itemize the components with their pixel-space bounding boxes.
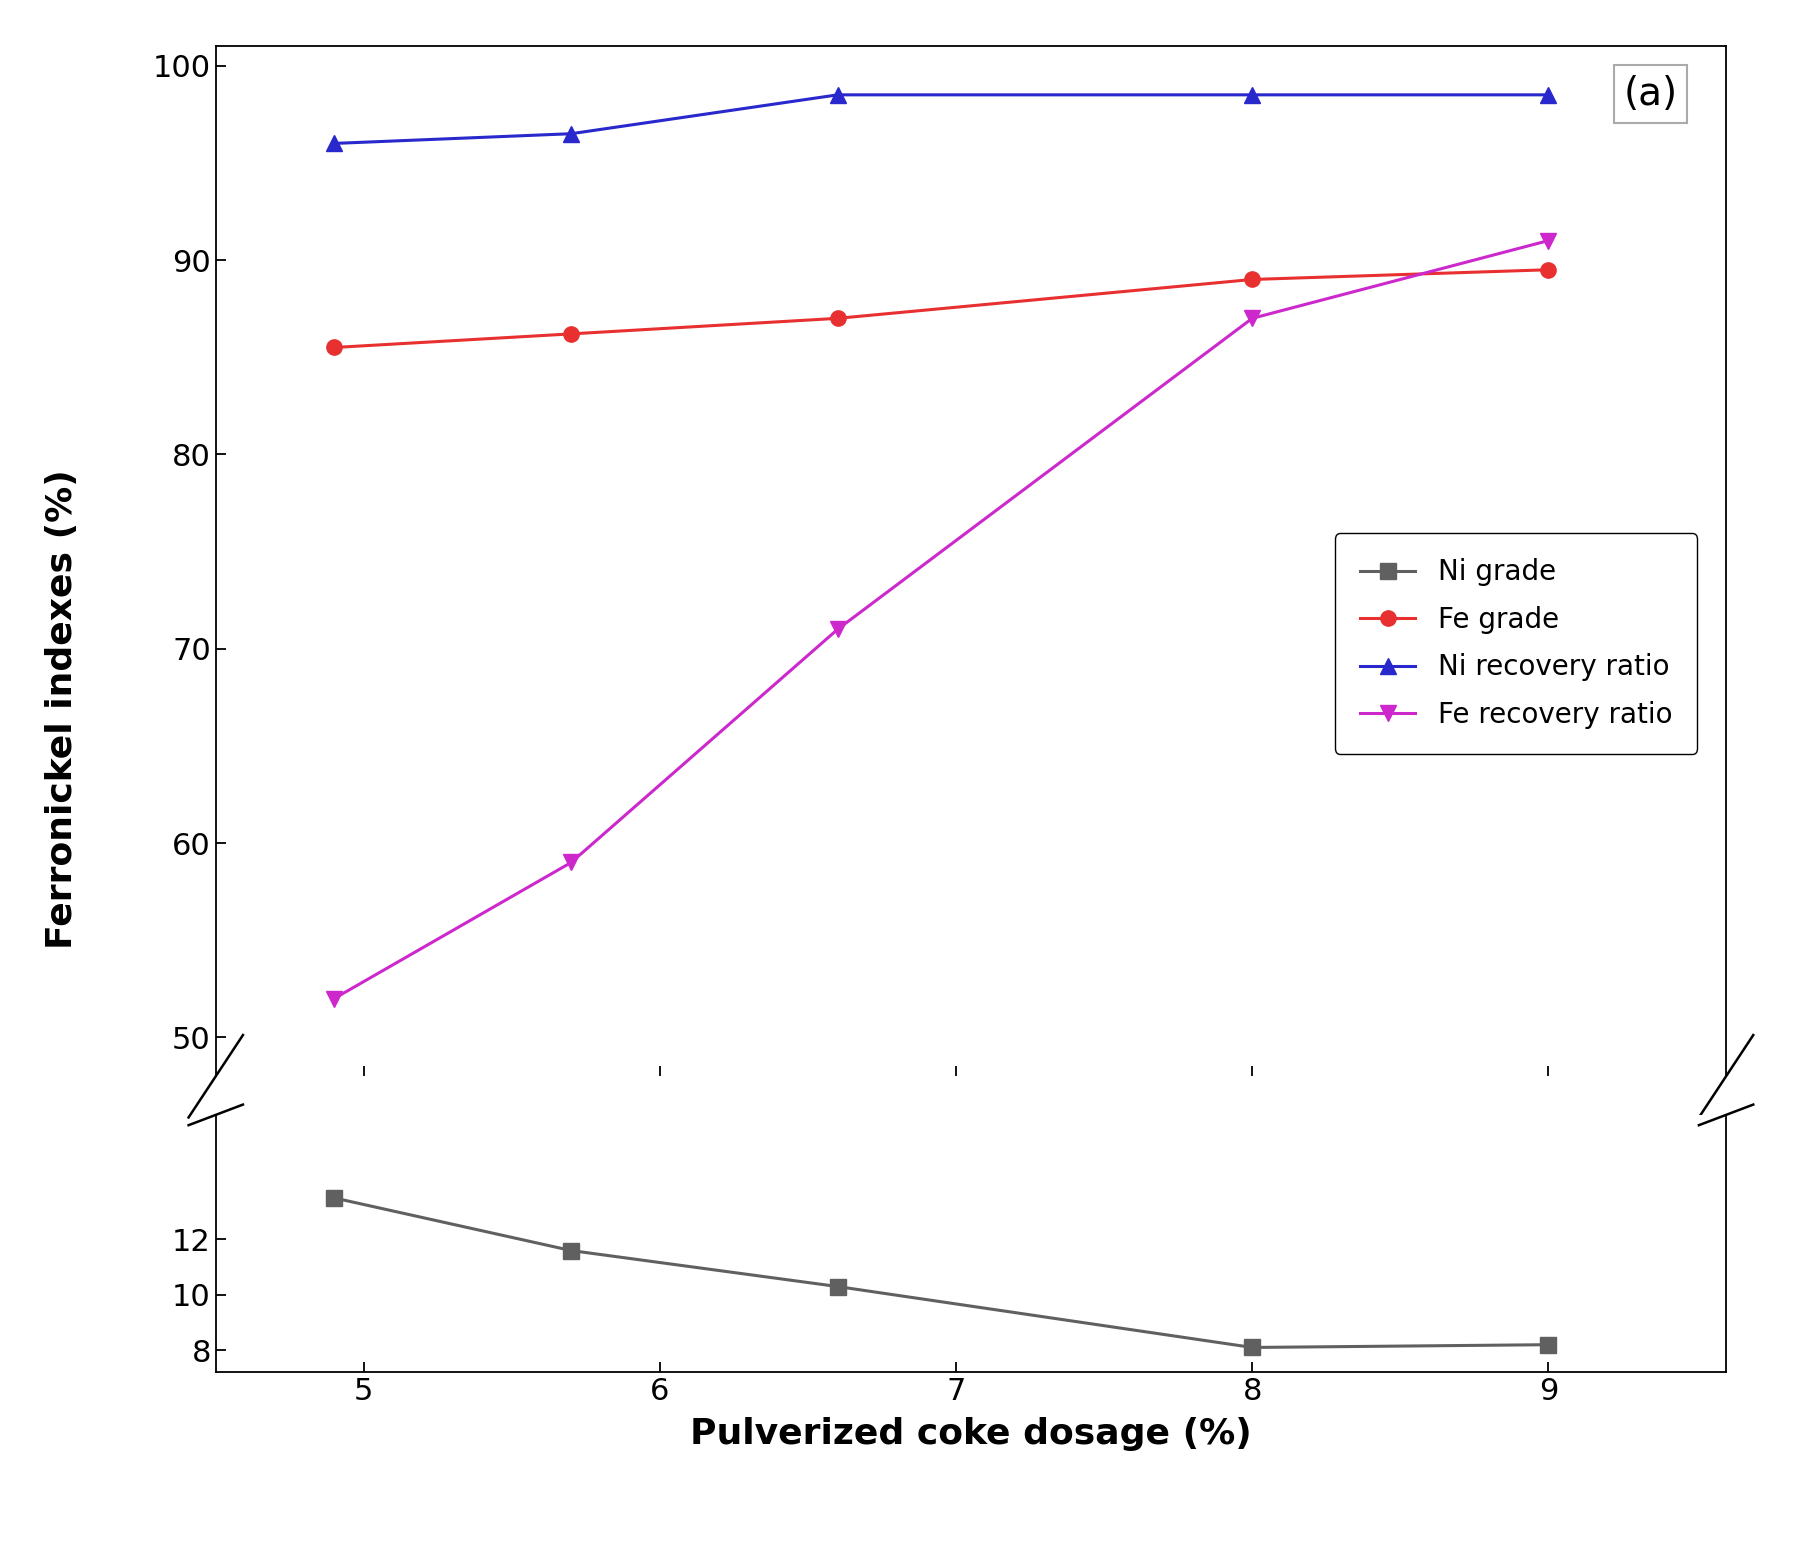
Legend: Ni grade, Fe grade, Ni recovery ratio, Fe recovery ratio: Ni grade, Fe grade, Ni recovery ratio, F… [1334, 534, 1697, 754]
Text: (a): (a) [1624, 76, 1678, 113]
Text: Ferronickel indexes (%): Ferronickel indexes (%) [45, 469, 79, 950]
X-axis label: Pulverized coke dosage (%): Pulverized coke dosage (%) [690, 1417, 1251, 1451]
